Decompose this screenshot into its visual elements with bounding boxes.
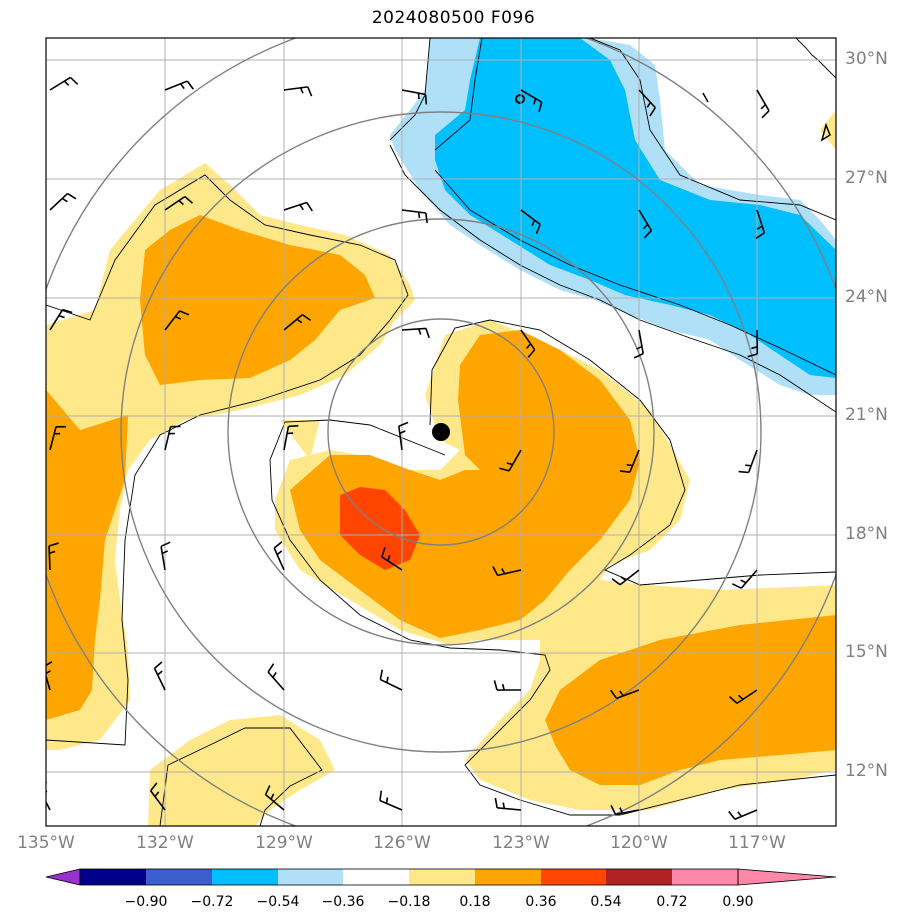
wind-barb [747,329,759,358]
wind-barb [49,308,73,331]
wind-barb [379,669,403,691]
colorbar-seg-2 [146,869,212,885]
map-title: 2024080500 F096 [371,8,536,28]
wind-barbs [46,76,770,821]
wind-barb [492,566,522,577]
lon-label-126w: 126°W [373,833,431,853]
wind-barb [153,661,166,691]
lon-label-129w: 129°W [255,833,313,853]
lon-label-120w: 120°W [610,833,668,853]
wind-barb [164,310,190,331]
lon-label-135w: 135°W [17,833,75,853]
wind-barb [381,547,403,571]
wind-barb [398,421,409,451]
wind-barb [633,329,644,359]
colorbar-seg-5 [343,869,409,885]
colorbar [45,868,837,886]
colorbar-seg-7 [475,869,541,885]
contour-island [515,94,525,104]
wind-barb [619,449,640,473]
colorbar-tick-label: 0.72 [656,894,688,910]
wind-barb [46,781,51,811]
wind-barb [638,209,653,239]
lon-label-117w: 117°W [728,833,786,853]
colorbar-seg-4 [278,869,343,885]
colorbar-tick-label: −0.72 [190,894,234,910]
colorbar-tick-label: 0.90 [722,894,754,910]
colorbar-tick-label: −0.36 [321,894,365,910]
colorbar-seg-9 [606,869,672,885]
wind-barb [49,76,79,91]
colorbar-seg-3 [212,869,278,885]
colorbar-seg-11 [737,868,837,886]
wind-barb [401,209,428,224]
wind-barb [401,89,428,105]
colorbar-tick-label: −0.54 [256,894,300,910]
colorbar-seg-6 [409,869,475,885]
wind-barb [401,327,430,339]
lat-label-30n: 30°N [845,49,888,69]
wind-barb [164,195,193,211]
colorbar-seg-0 [45,868,81,886]
range-rings [46,38,836,826]
wind-barb [283,86,313,97]
wind-barb [160,541,171,571]
wind-barb [494,797,522,811]
wind-barb [283,313,312,331]
wind-barb [499,449,522,472]
wind-barb [283,424,299,451]
wind-barb [164,80,194,91]
wind-barb [610,804,640,816]
wind-barb [728,689,758,704]
wind-barb [267,663,285,691]
wind-barb [150,782,166,811]
wind-barb [379,790,403,811]
lat-label-12n: 12°N [845,761,888,781]
map-frame [45,37,837,827]
wind-barb [738,449,758,474]
wind-barb [273,541,285,571]
colorbar-seg-10 [672,869,738,885]
colorbar-tick-label: 0.36 [525,894,557,910]
wind-barb [49,425,67,451]
wind-barb [493,680,522,691]
colorbar-seg-8 [541,869,606,885]
colorbar-seg-1 [80,869,146,885]
contour-lines [46,38,836,826]
storm-center-marker [432,423,450,441]
anomaly-fill-blue [435,38,836,378]
wind-barb [520,329,536,358]
lon-label-132w: 132°W [136,833,194,853]
lat-label-24n: 24°N [845,287,888,307]
colorbar-tick-label: −0.90 [124,894,168,910]
wind-barb [610,689,640,700]
wind-barb [731,569,758,589]
wind-barb [48,542,59,571]
lat-label-27n: 27°N [845,168,888,188]
anomaly-fill-red [340,487,420,570]
wind-barb [755,209,766,239]
colorbar-tick-label: 0.54 [590,894,622,910]
wind-barb [728,809,758,821]
colorbar-tick-label: 0.18 [459,894,491,910]
wind-barb [49,192,77,211]
wind-barb [520,209,541,235]
wind-barb [611,569,640,586]
lat-label-18n: 18°N [845,524,888,544]
wind-barb [164,425,181,451]
lat-label-21n: 21°N [845,405,888,425]
wind-barb [638,89,656,117]
lon-label-123w: 123°W [492,833,550,853]
wind-barb [264,785,285,811]
lat-label-15n: 15°N [845,642,888,662]
wind-barb [283,201,313,212]
colorbar-tick-label: −0.18 [387,894,431,910]
wind-barb [520,89,543,112]
wind-barb [756,89,770,119]
